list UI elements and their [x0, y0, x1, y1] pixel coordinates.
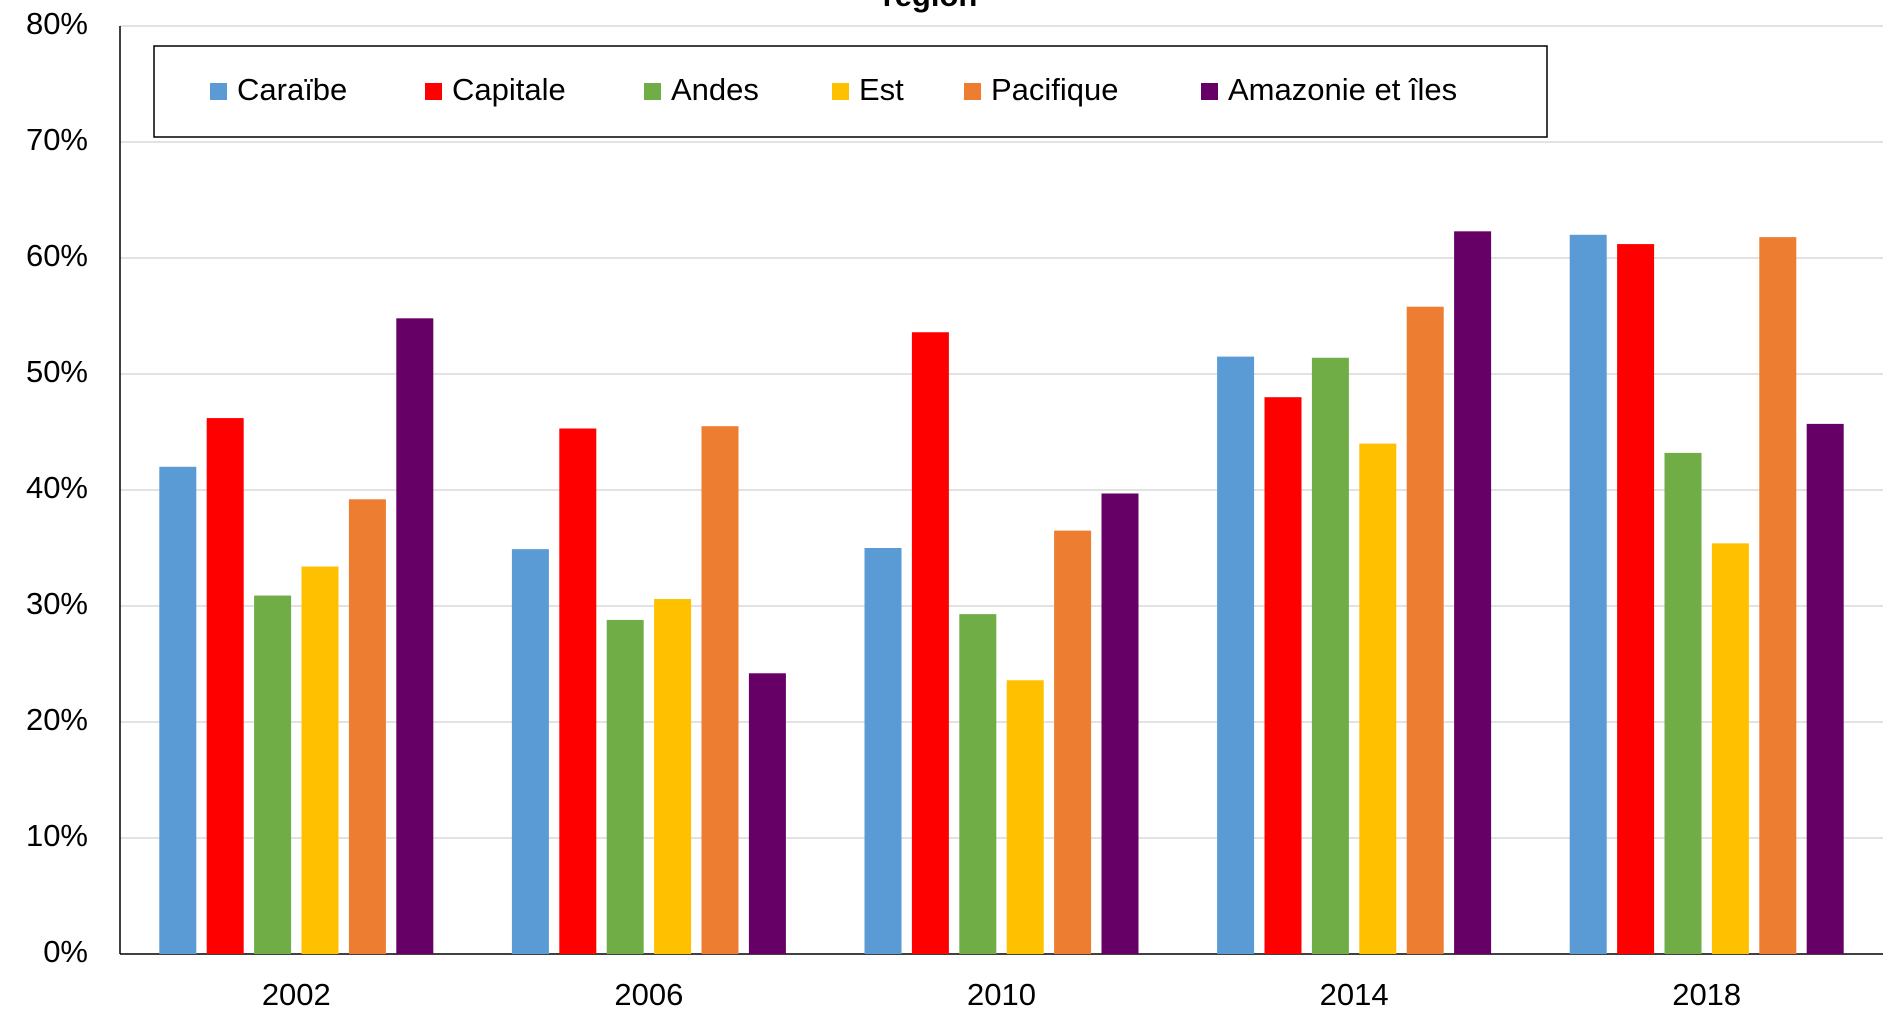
legend-swatch — [964, 83, 981, 100]
bar — [348, 499, 386, 954]
bar — [701, 426, 739, 954]
legend-label: Amazonie et îles — [1228, 72, 1457, 107]
y-tick-label: 0% — [43, 934, 88, 969]
legend-label: Pacifique — [991, 72, 1119, 107]
y-tick-label: 20% — [26, 702, 88, 737]
bar — [1569, 234, 1607, 955]
y-tick-label: 30% — [26, 586, 88, 621]
bar — [1806, 423, 1844, 954]
x-tick-label: 2002 — [262, 977, 331, 1012]
chart-title: région — [883, 0, 978, 13]
legend-swatch — [210, 83, 227, 100]
legend-label: Est — [859, 72, 904, 107]
x-tick-label: 2018 — [1672, 977, 1741, 1012]
bar — [1759, 237, 1797, 954]
y-tick-label: 50% — [26, 354, 88, 389]
legend-swatch — [832, 83, 849, 100]
bar — [1454, 231, 1492, 954]
bar — [559, 428, 597, 954]
bar — [748, 673, 786, 954]
legend-swatch — [1201, 83, 1218, 100]
bar — [654, 599, 692, 954]
bar — [1054, 530, 1092, 954]
y-tick-label: 40% — [26, 470, 88, 505]
bar — [1311, 357, 1349, 954]
y-tick-label: 10% — [26, 818, 88, 853]
x-tick-label: 2014 — [1320, 977, 1389, 1012]
bar — [1664, 452, 1702, 954]
bar — [254, 595, 292, 954]
bar — [1711, 543, 1749, 954]
bar — [959, 614, 997, 954]
legend-swatch — [644, 83, 661, 100]
bar — [159, 466, 197, 954]
bar — [511, 549, 549, 954]
x-tick-label: 2006 — [614, 977, 683, 1012]
legend-label: Caraïbe — [237, 72, 347, 107]
bar — [1617, 244, 1655, 954]
bar — [396, 318, 434, 954]
bar — [1217, 356, 1255, 955]
bar — [864, 548, 902, 954]
y-tick-label: 60% — [26, 238, 88, 273]
bar — [1101, 493, 1139, 954]
bar — [1406, 306, 1444, 955]
bar — [301, 566, 339, 954]
legend-swatch — [425, 83, 442, 100]
bar — [606, 619, 644, 954]
legend-label: Capitale — [452, 72, 566, 107]
bar — [1006, 680, 1044, 954]
bar — [206, 418, 244, 955]
bar — [911, 332, 949, 954]
y-tick-label: 80% — [26, 6, 88, 41]
legend-label: Andes — [671, 72, 759, 107]
bar — [1264, 397, 1302, 954]
y-tick-label: 70% — [26, 122, 88, 157]
legend-box — [153, 45, 1548, 138]
bar — [1359, 443, 1397, 954]
x-tick-label: 2010 — [967, 977, 1036, 1012]
